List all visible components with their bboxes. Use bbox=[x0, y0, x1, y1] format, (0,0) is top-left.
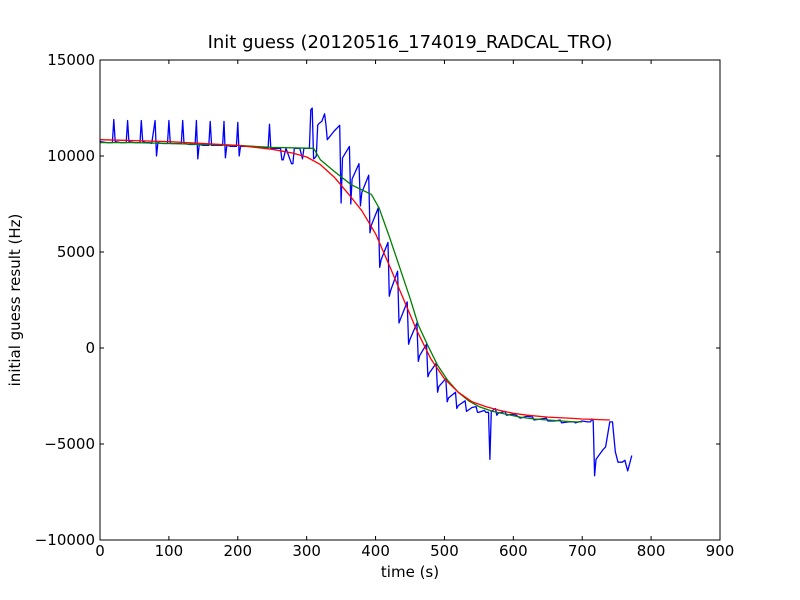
x-tick-label: 100 bbox=[155, 542, 184, 560]
chart-title: Init guess (20120516_174019_RADCAL_TRO) bbox=[208, 32, 613, 53]
y-tick-label: −5000 bbox=[44, 435, 95, 453]
ticks-layer: 0 100 200 300 400 500 600 700 800 900 −10000 −5000 0… bbox=[35, 51, 735, 560]
x-tick-label: 600 bbox=[499, 542, 528, 560]
x-axis-label: time (s) bbox=[381, 563, 439, 581]
series-layer bbox=[99, 107, 633, 477]
series-line-1 bbox=[100, 141, 583, 423]
x-tick-label: 900 bbox=[706, 542, 735, 560]
y-tick-label: 5000 bbox=[57, 243, 95, 261]
y-tick-label: 15000 bbox=[47, 51, 95, 69]
plot-frame bbox=[99, 59, 721, 541]
x-tick-label: 500 bbox=[430, 542, 459, 560]
x-tick-label: 400 bbox=[361, 542, 390, 560]
x-tick-label: 300 bbox=[292, 542, 321, 560]
x-tick-label: 0 bbox=[95, 542, 105, 560]
y-tick-label: −10000 bbox=[35, 531, 95, 549]
series-line-2 bbox=[99, 139, 610, 421]
x-tick-label: 800 bbox=[637, 542, 666, 560]
y-tick-label: 0 bbox=[85, 339, 95, 357]
x-tick-label: 200 bbox=[223, 542, 252, 560]
y-axis-label: initial guess result (Hz) bbox=[6, 214, 24, 387]
x-tick-label: 700 bbox=[568, 542, 597, 560]
y-tick-label: 10000 bbox=[47, 147, 95, 165]
